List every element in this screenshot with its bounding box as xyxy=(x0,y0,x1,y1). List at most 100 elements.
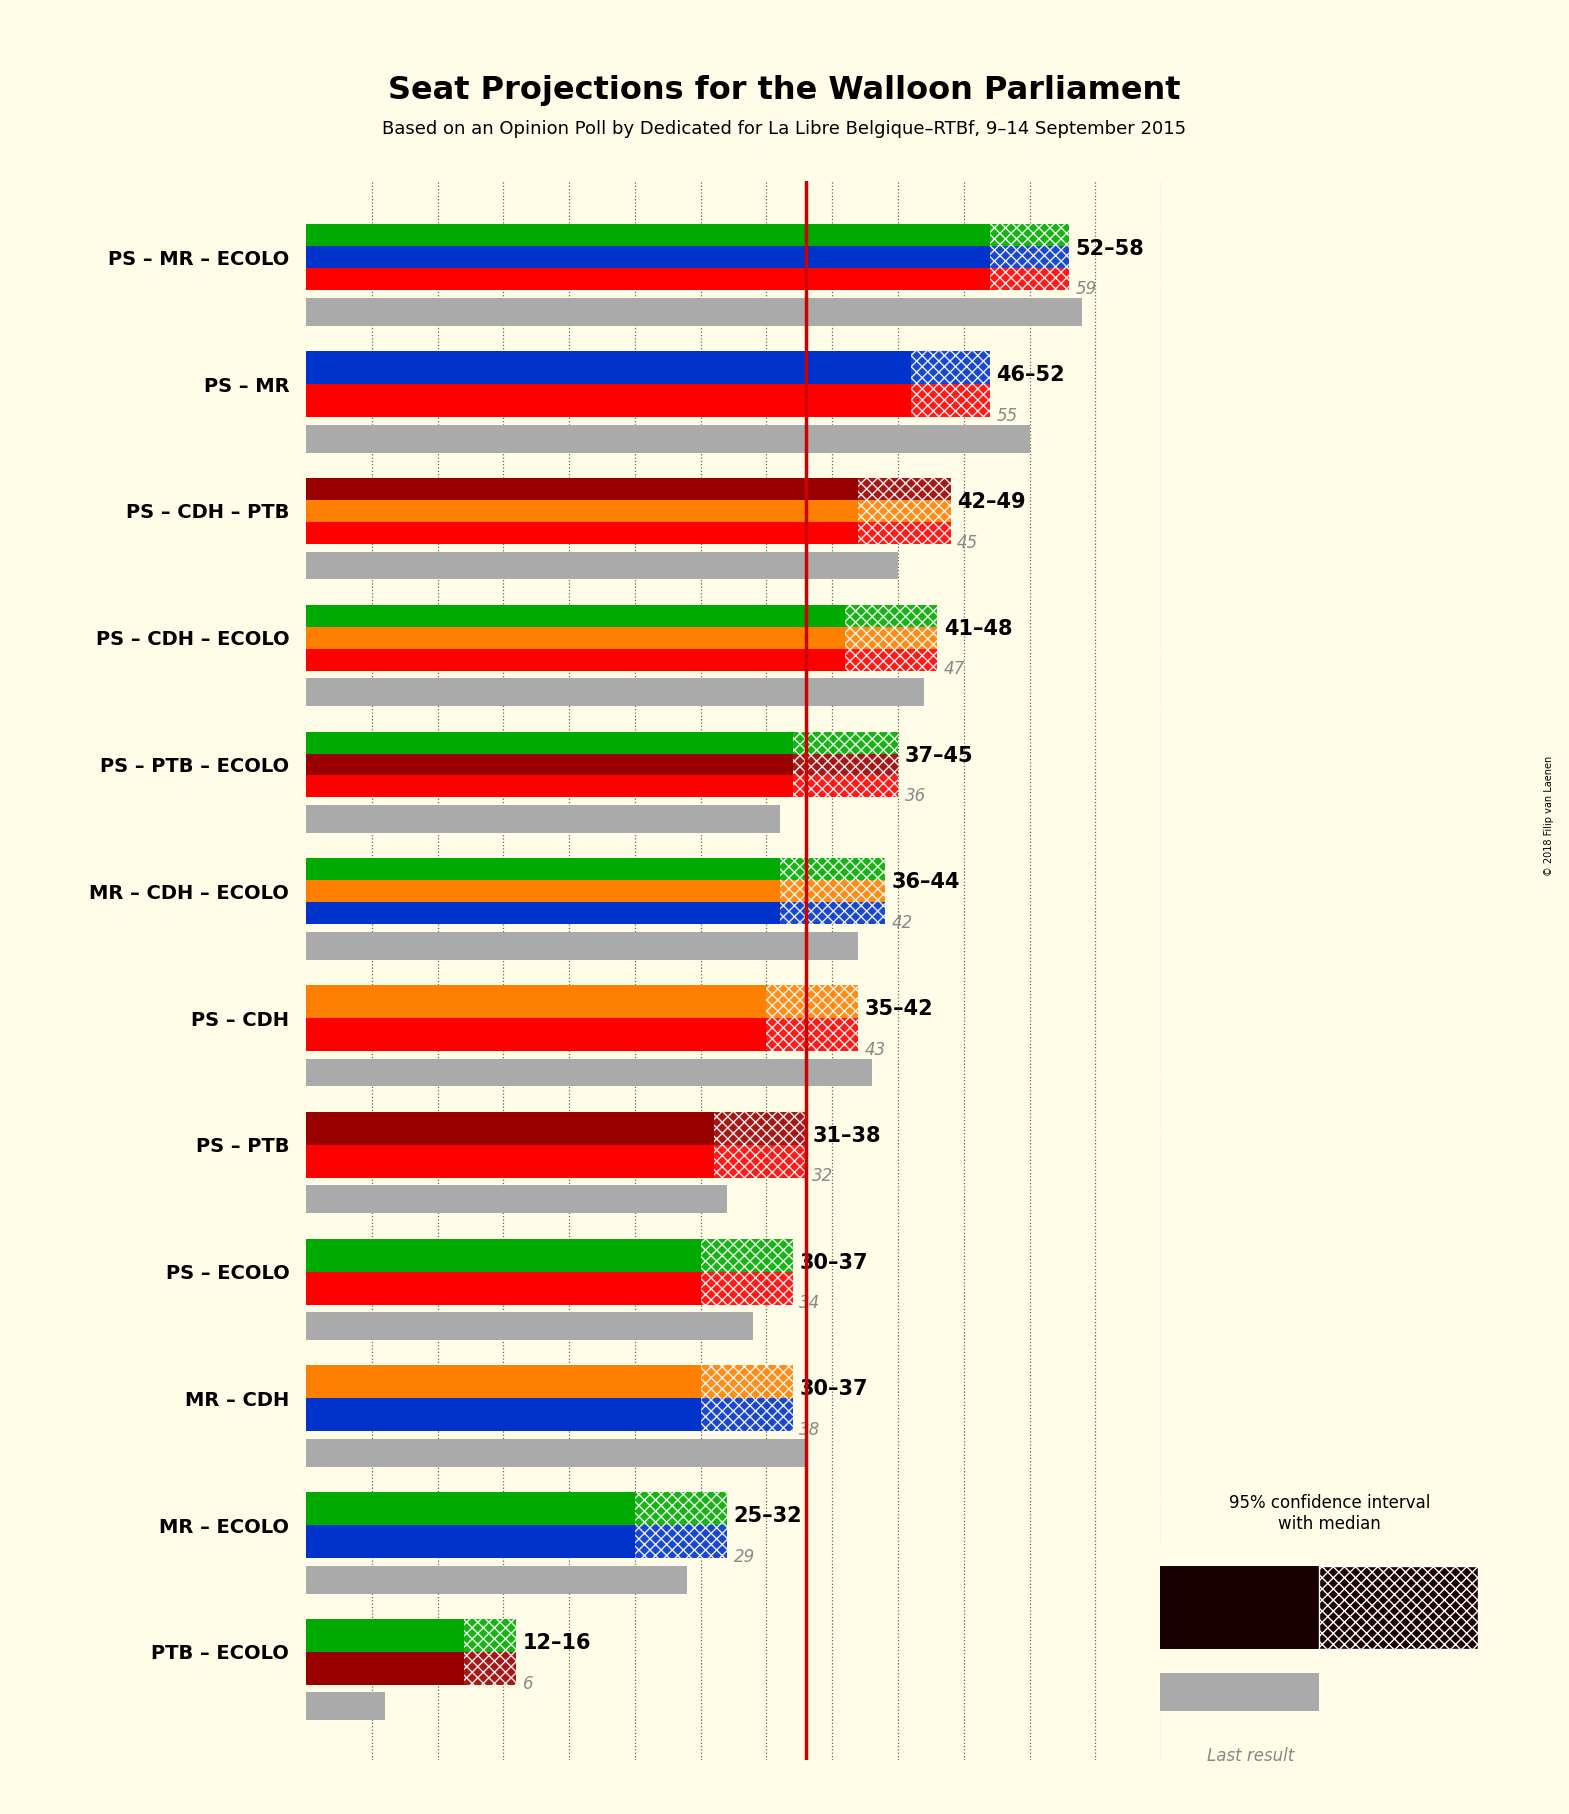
Bar xyxy=(714,1112,806,1145)
Bar xyxy=(306,858,780,880)
Bar xyxy=(701,1399,792,1431)
Bar xyxy=(306,424,1029,454)
Text: 36: 36 xyxy=(904,787,926,805)
Bar xyxy=(306,776,792,798)
Bar xyxy=(306,1366,701,1399)
Text: 25–32: 25–32 xyxy=(733,1506,802,1526)
Text: 47: 47 xyxy=(945,660,965,678)
Bar xyxy=(306,805,780,833)
Text: © 2018 Filip van Laenen: © 2018 Filip van Laenen xyxy=(1544,756,1553,876)
Bar xyxy=(780,902,885,923)
Bar xyxy=(306,1526,635,1558)
Bar xyxy=(306,268,990,290)
Bar xyxy=(635,1526,726,1558)
Bar xyxy=(306,1399,701,1431)
Text: 12–16: 12–16 xyxy=(522,1633,592,1653)
Bar xyxy=(990,247,1068,268)
Bar xyxy=(1320,1565,1478,1649)
Text: 30–37: 30–37 xyxy=(799,1379,868,1399)
Bar xyxy=(912,352,990,385)
Bar xyxy=(306,1272,701,1304)
Bar xyxy=(306,1618,464,1653)
Bar xyxy=(464,1618,516,1653)
Bar xyxy=(990,268,1068,290)
Text: 45: 45 xyxy=(957,533,979,551)
Text: 30–37: 30–37 xyxy=(799,1253,868,1273)
Bar xyxy=(306,1145,714,1177)
Bar xyxy=(306,678,924,706)
Bar xyxy=(306,247,990,268)
Text: 37–45: 37–45 xyxy=(904,746,973,766)
Bar xyxy=(306,628,846,649)
Bar xyxy=(306,753,792,776)
Bar xyxy=(306,1653,464,1685)
Bar xyxy=(306,352,912,385)
Bar xyxy=(306,225,990,247)
Bar xyxy=(1159,1565,1320,1649)
Text: 41–48: 41–48 xyxy=(945,619,1012,639)
Text: 46–52: 46–52 xyxy=(996,365,1065,385)
Text: Seat Projections for the Walloon Parliament: Seat Projections for the Walloon Parliam… xyxy=(388,74,1181,107)
Bar xyxy=(306,1018,766,1050)
Bar xyxy=(792,731,897,753)
Text: 32: 32 xyxy=(813,1168,833,1186)
Bar xyxy=(306,479,858,501)
Text: 43: 43 xyxy=(865,1041,886,1059)
Bar xyxy=(780,858,885,880)
Bar xyxy=(858,522,951,544)
Bar xyxy=(858,501,951,522)
Bar xyxy=(306,731,792,753)
Bar xyxy=(846,604,937,628)
Text: 36–44: 36–44 xyxy=(891,873,960,892)
Bar xyxy=(780,880,885,902)
Bar xyxy=(1159,1673,1320,1711)
Text: 29: 29 xyxy=(733,1547,755,1565)
Bar xyxy=(635,1493,726,1526)
Bar xyxy=(464,1653,516,1685)
Bar xyxy=(792,753,897,776)
Text: Last result: Last result xyxy=(1207,1747,1294,1765)
Text: 38: 38 xyxy=(799,1420,821,1439)
Bar xyxy=(306,551,897,579)
Bar xyxy=(912,385,990,417)
Bar xyxy=(306,902,780,923)
Bar xyxy=(858,479,951,501)
Bar xyxy=(306,385,912,417)
Bar xyxy=(701,1272,792,1304)
Bar xyxy=(306,985,766,1018)
Bar xyxy=(792,776,897,798)
Bar xyxy=(306,649,846,671)
Bar xyxy=(306,297,1083,327)
Text: 42: 42 xyxy=(891,914,913,932)
Bar xyxy=(306,501,858,522)
Bar xyxy=(306,1059,872,1087)
Bar xyxy=(701,1366,792,1399)
Text: 6: 6 xyxy=(522,1674,533,1692)
Text: 52–58: 52–58 xyxy=(1076,239,1144,259)
Bar xyxy=(306,1239,701,1272)
Bar xyxy=(306,880,780,902)
Text: 42–49: 42–49 xyxy=(957,492,1026,512)
Text: 59: 59 xyxy=(1076,279,1097,297)
Bar xyxy=(306,1185,726,1214)
Bar xyxy=(306,932,858,960)
Bar xyxy=(846,649,937,671)
Bar xyxy=(306,1692,384,1720)
Bar xyxy=(306,1565,687,1593)
Text: 35–42: 35–42 xyxy=(865,1000,934,1019)
Bar xyxy=(306,522,858,544)
Bar xyxy=(990,225,1068,247)
Bar xyxy=(701,1239,792,1272)
Bar xyxy=(306,1312,753,1341)
Bar xyxy=(846,628,937,649)
Bar xyxy=(306,1439,806,1468)
Bar xyxy=(766,985,858,1018)
Bar xyxy=(306,604,846,628)
Bar xyxy=(766,1018,858,1050)
Bar xyxy=(306,1112,714,1145)
Bar xyxy=(714,1145,806,1177)
Text: Based on an Opinion Poll by Dedicated for La Libre Belgique–RTBf, 9–14 September: Based on an Opinion Poll by Dedicated fo… xyxy=(383,120,1186,138)
Text: 95% confidence interval
with median: 95% confidence interval with median xyxy=(1229,1495,1431,1533)
Text: 31–38: 31–38 xyxy=(813,1126,880,1146)
Text: 34: 34 xyxy=(799,1293,821,1312)
